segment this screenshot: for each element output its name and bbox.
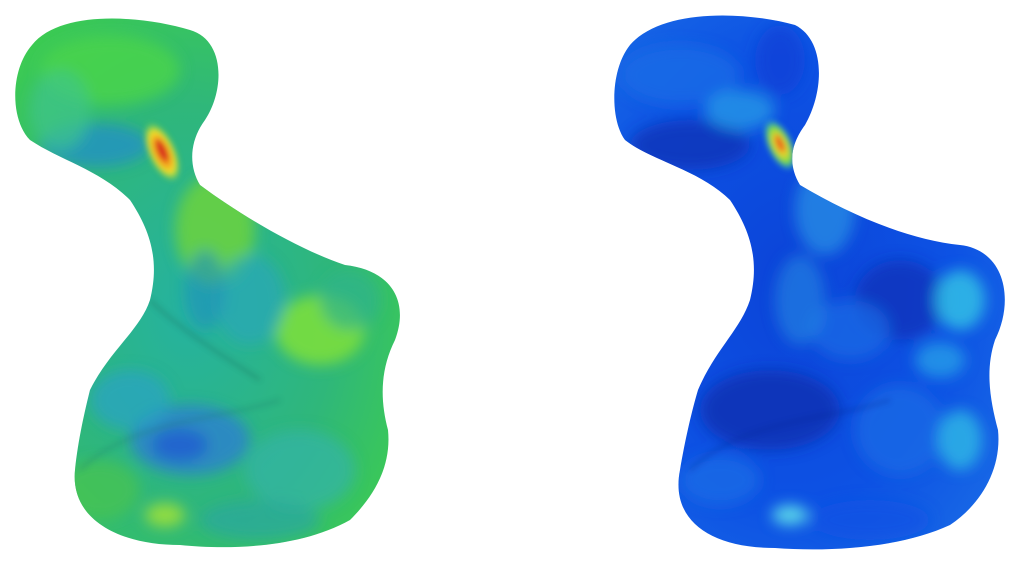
left-contour-svg (15, 18, 400, 548)
right-stress-hotspot (763, 119, 797, 171)
left-contour-bands (30, 35, 380, 540)
right-stress-contour-render (600, 0, 1019, 563)
right-contour-svg (614, 15, 1005, 550)
left-bone-shape (15, 18, 400, 548)
right-contour-bands (620, 25, 985, 540)
left-stress-contour-render (0, 0, 430, 563)
left-stress-hotspot (143, 122, 181, 182)
right-bone-shape (614, 15, 1005, 550)
